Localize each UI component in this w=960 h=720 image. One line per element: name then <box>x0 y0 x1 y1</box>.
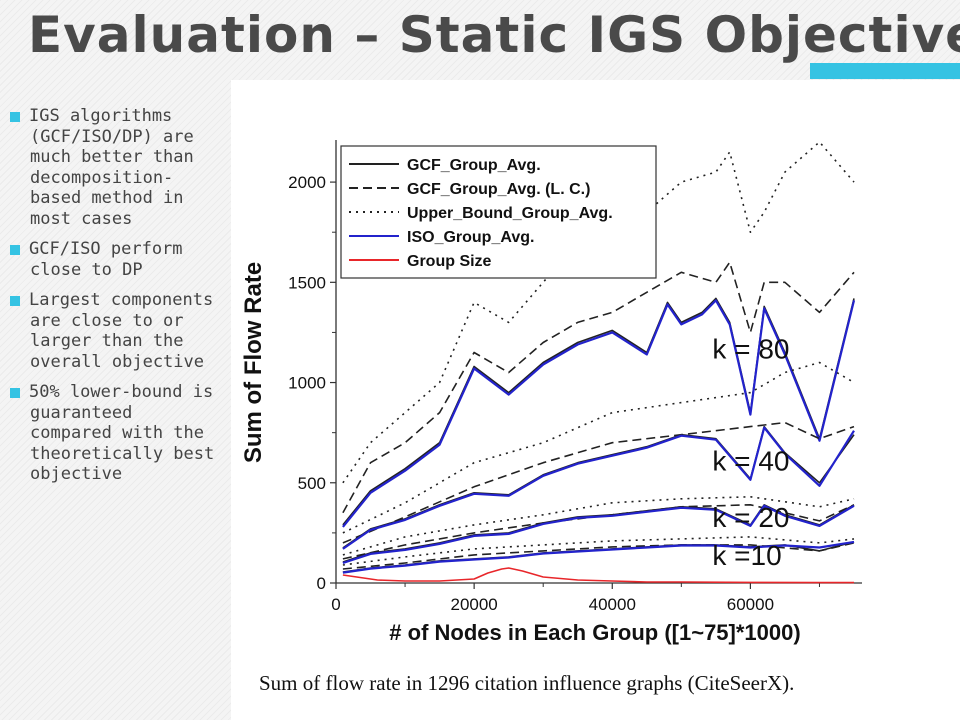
slide-title: Evaluation – Static IGS Objective <box>28 6 960 64</box>
x-tick-label: 0 <box>331 595 340 614</box>
y-axis-label: Sum of Flow Rate <box>240 262 267 463</box>
series-line-iso <box>342 540 855 574</box>
series-line-upper <box>342 536 855 566</box>
series-line-iso <box>342 504 855 565</box>
square-bullet-icon <box>10 112 20 122</box>
series-line-gcf_lc <box>342 261 855 514</box>
series-line-size <box>342 567 854 584</box>
bullet-item: Largest components are close to or large… <box>10 290 222 372</box>
series-line-gcf <box>342 297 855 526</box>
figure-panel: 0 500 1000 1500 2000 0 20000 40000 60000 # of Nod… <box>231 80 960 720</box>
bullet-text: GCF/ISO perform close to DP <box>29 239 183 280</box>
k-annotation: k = 40 <box>712 446 789 477</box>
series-line-iso <box>342 299 856 528</box>
square-bullet-icon <box>10 296 20 306</box>
legend-label: GCF_Group_Avg. <box>407 157 541 174</box>
figure-caption: Sum of flow rate in 1296 citation influe… <box>259 671 795 695</box>
x-tick-label: 20000 <box>450 595 497 614</box>
y-tick-label: 1500 <box>288 273 326 292</box>
series-line-upper <box>342 495 855 556</box>
k-annotation: k = 80 <box>712 333 789 364</box>
bullet-item: GCF/ISO perform close to DP <box>10 239 222 280</box>
square-bullet-icon <box>10 388 20 398</box>
bullet-item: IGS algorithms (GCF/ISO/DP) are much bet… <box>10 106 222 229</box>
y-tick-label: 0 <box>317 574 326 593</box>
legend-box <box>340 145 657 279</box>
legend-label: GCF_Group_Avg. (L. C.) <box>407 181 590 198</box>
title-accent-bar <box>810 63 960 79</box>
y-tick-label: 1000 <box>288 374 326 393</box>
bullet-text: Largest components are close to or large… <box>29 290 214 372</box>
series-line-iso <box>342 426 855 550</box>
bullet-list: IGS algorithms (GCF/ISO/DP) are much bet… <box>10 106 222 495</box>
series-line-gcf_lc <box>342 542 855 570</box>
y-tick-label: 500 <box>298 474 326 493</box>
legend-label: Group Size <box>407 253 492 270</box>
legend-label: Upper_Bound_Group_Avg. <box>407 205 613 222</box>
bullet-text: 50% lower-bound is guaranteed compared w… <box>29 382 215 484</box>
square-bullet-icon <box>10 245 20 255</box>
k-annotation: k = 20 <box>712 502 789 533</box>
series-line-gcf_lc <box>342 421 855 544</box>
x-tick-label: 40000 <box>589 595 636 614</box>
k-annotation: k =10 <box>712 540 781 571</box>
x-axis-label: # of Nodes in Each Group ([1~75]*1000) <box>389 620 800 645</box>
x-tick-label: 60000 <box>727 595 774 614</box>
y-tick-label: 2000 <box>288 173 326 192</box>
bullet-text: IGS algorithms (GCF/ISO/DP) are much bet… <box>29 106 194 229</box>
bullet-item: 50% lower-bound is guaranteed compared w… <box>10 382 222 485</box>
legend-label: ISO_Group_Avg. <box>407 229 534 246</box>
